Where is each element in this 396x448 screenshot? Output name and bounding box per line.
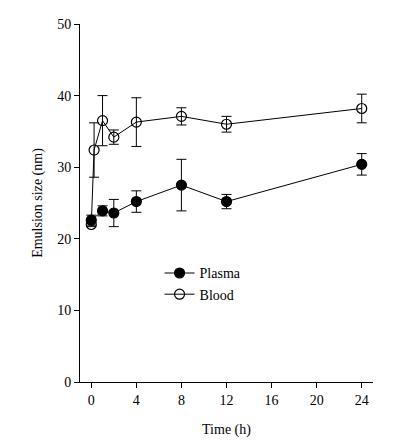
svg-text:8: 8 [178,393,185,408]
svg-text:Emulsion size (nm): Emulsion size (nm) [30,148,46,258]
svg-text:Blood: Blood [200,288,234,303]
svg-text:50: 50 [57,17,71,32]
svg-text:40: 40 [57,89,71,104]
svg-text:12: 12 [220,393,234,408]
svg-text:0: 0 [64,375,71,390]
svg-text:24: 24 [355,393,369,408]
svg-text:Plasma: Plasma [200,266,241,281]
svg-text:4: 4 [133,393,140,408]
svg-text:0: 0 [88,393,95,408]
svg-text:30: 30 [57,160,71,175]
svg-text:10: 10 [57,303,71,318]
svg-text:Time (h): Time (h) [202,422,251,438]
svg-text:16: 16 [265,393,279,408]
svg-text:20: 20 [57,232,71,247]
svg-text:20: 20 [310,393,324,408]
